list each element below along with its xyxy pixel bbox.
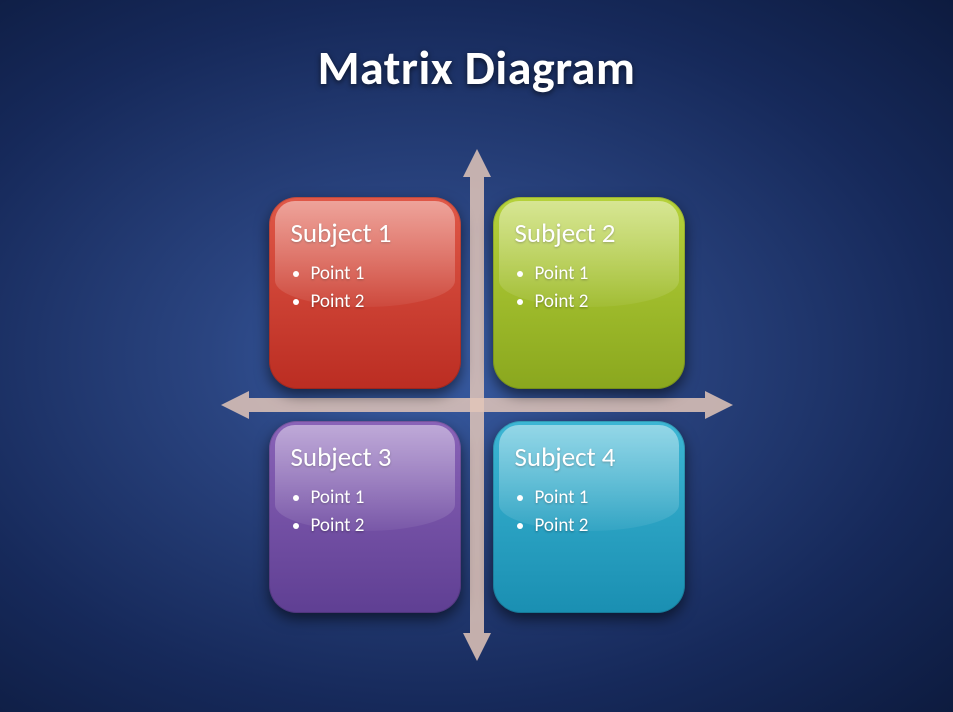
arrow-up-icon — [463, 149, 491, 177]
quadrant-3-points: Point 1 Point 2 — [291, 484, 443, 539]
list-item: Point 2 — [311, 288, 443, 316]
list-item: Point 1 — [535, 260, 667, 288]
vertical-axis — [470, 177, 484, 633]
list-item: Point 1 — [311, 260, 443, 288]
arrow-down-icon — [463, 633, 491, 661]
list-item: Point 2 — [311, 512, 443, 540]
quadrant-1: Subject 1 Point 1 Point 2 — [269, 197, 461, 389]
matrix-diagram: Subject 1 Point 1 Point 2 Subject 2 Poin… — [217, 145, 737, 665]
arrow-right-icon — [705, 391, 733, 419]
slide-title: Matrix Diagram — [0, 38, 953, 97]
quadrant-3-title: Subject 3 — [291, 441, 443, 474]
quadrant-4: Subject 4 Point 1 Point 2 — [493, 421, 685, 613]
quadrant-4-title: Subject 4 — [515, 441, 667, 474]
quadrant-1-title: Subject 1 — [291, 217, 443, 250]
list-item: Point 2 — [535, 512, 667, 540]
quadrant-2-points: Point 1 Point 2 — [515, 260, 667, 315]
quadrant-2: Subject 2 Point 1 Point 2 — [493, 197, 685, 389]
list-item: Point 2 — [535, 288, 667, 316]
quadrant-3: Subject 3 Point 1 Point 2 — [269, 421, 461, 613]
list-item: Point 1 — [311, 484, 443, 512]
quadrant-2-title: Subject 2 — [515, 217, 667, 250]
quadrant-1-points: Point 1 Point 2 — [291, 260, 443, 315]
list-item: Point 1 — [535, 484, 667, 512]
quadrant-4-points: Point 1 Point 2 — [515, 484, 667, 539]
arrow-left-icon — [221, 391, 249, 419]
